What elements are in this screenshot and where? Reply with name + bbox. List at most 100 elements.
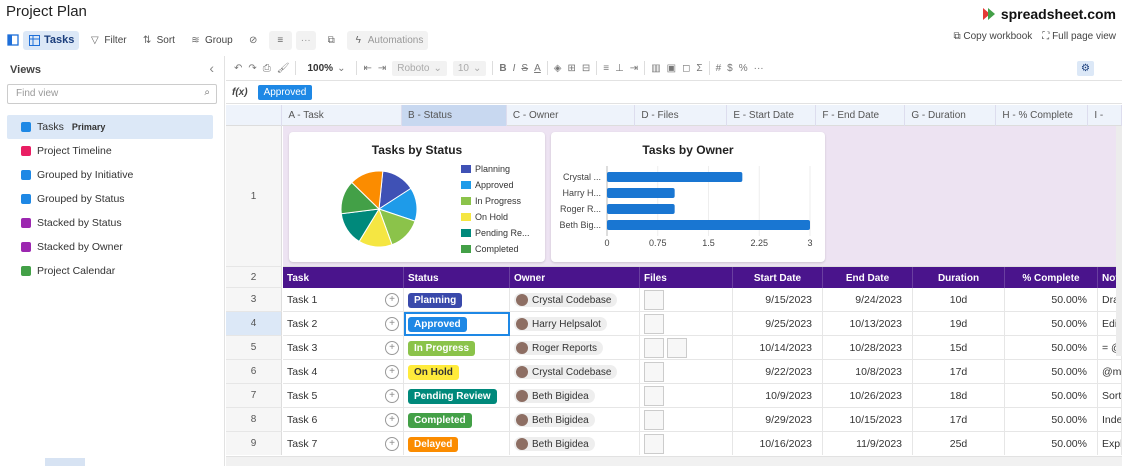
status-cell[interactable]: Completed [404,408,510,432]
view-item[interactable]: Grouped by Initiative [7,163,213,187]
column-header[interactable]: I - [1088,105,1122,126]
header-cell[interactable]: Start Date [733,267,823,289]
table-row[interactable]: Task 1 + Planning Crystal Codebase 9/15/2023… [283,288,1122,312]
start-date-cell[interactable]: 10/14/2023 [733,336,823,360]
start-date-cell[interactable]: 9/22/2023 [733,360,823,384]
column-header[interactable]: D - Files [635,105,728,126]
add-comment-icon[interactable]: + [385,293,399,307]
strikethrough-icon[interactable]: S [521,62,529,74]
percent-complete-cell[interactable]: 50.00% [1005,288,1098,312]
status-cell[interactable]: In Progress [404,336,510,360]
zoom-select[interactable]: 100% ⌄ [302,61,350,76]
row-number[interactable]: 9 [226,432,282,455]
end-date-cell[interactable]: 10/26/2023 [823,384,913,408]
functions-icon[interactable]: Σ [696,62,703,74]
add-comment-icon[interactable]: + [385,317,399,331]
percent-complete-cell[interactable]: 50.00% [1005,336,1098,360]
table-row[interactable]: Task 6 + Completed Beth Bigidea 9/29/2023 10/… [283,408,1122,432]
insert-image-icon[interactable]: ▣ [666,62,677,74]
duration-cell[interactable]: 18d [913,384,1005,408]
files-cell[interactable] [640,432,733,455]
row-number[interactable]: 6 [226,360,282,384]
sidebar-toggle-icon[interactable] [6,34,19,47]
paint-format-icon[interactable]: 🖌 [276,62,290,74]
owner-cell[interactable]: Beth Bigidea [510,408,640,432]
duration-cell[interactable]: 19d [913,312,1005,336]
view-item[interactable]: Grouped by Status [7,187,213,211]
text-color-icon[interactable]: A [534,62,541,74]
currency-icon[interactable]: $ [727,62,733,74]
note-cell[interactable]: Inder [1098,408,1122,432]
valign-icon[interactable]: ⊥ [615,62,624,74]
percent-complete-cell[interactable]: 50.00% [1005,360,1098,384]
increase-indent-icon[interactable]: ⇥ [377,62,387,74]
start-date-cell[interactable]: 9/25/2023 [733,312,823,336]
header-cell[interactable]: Status [404,267,510,289]
owner-cell[interactable]: Crystal Codebase [510,288,640,312]
print-icon[interactable]: ⎙ [262,62,271,74]
hide-fields-button[interactable]: ⊘ [242,31,265,50]
wrap-icon[interactable]: ⇥ [629,62,639,74]
view-item[interactable]: Project Calendar [7,259,213,283]
status-cell[interactable]: Pending Review [404,384,510,408]
table-row[interactable]: Task 7 + Delayed Beth Bigidea 10/16/2023 11/9… [283,432,1122,455]
end-date-cell[interactable]: 10/15/2023 [823,408,913,432]
duration-cell[interactable]: 10d [913,288,1005,312]
undo-icon[interactable]: ↶ [234,62,243,74]
borders-icon[interactable]: ⊞ [567,62,576,74]
status-cell[interactable]: Planning [404,288,510,312]
end-date-cell[interactable]: 10/28/2023 [823,336,913,360]
status-cell[interactable]: Delayed [404,432,510,455]
start-date-cell[interactable]: 9/29/2023 [733,408,823,432]
automations-button[interactable]: ϟ Automations [346,30,429,50]
files-cell[interactable] [640,336,733,360]
duration-cell[interactable]: 17d [913,408,1005,432]
column-header[interactable]: C - Owner [507,105,636,126]
row-number[interactable]: 4 [226,312,282,336]
task-cell[interactable]: Task 7 + [283,432,404,455]
redo-icon[interactable]: ↷ [248,62,257,74]
owner-cell[interactable]: Crystal Codebase [510,360,640,384]
column-header[interactable]: G - Duration [905,105,997,126]
copy-workbook-button[interactable]: ⧉ Copy workbook [953,31,1032,42]
duration-cell[interactable]: 17d [913,360,1005,384]
scrollbar-thumb[interactable] [45,458,85,466]
task-cell[interactable]: Task 4 + [283,360,404,384]
task-cell[interactable]: Task 1 + [283,288,404,312]
add-comment-icon[interactable]: + [385,365,399,379]
more-formats-icon[interactable]: ··· [753,62,764,74]
bold-icon[interactable]: B [499,62,507,74]
note-cell[interactable]: @me [1098,360,1122,384]
note-cell[interactable]: Explo owne [1098,432,1122,455]
owner-cell[interactable]: Beth Bigidea [510,384,640,408]
files-cell[interactable] [640,408,733,432]
merge-icon[interactable]: ⊟ [581,62,591,74]
table-row[interactable]: Task 2 + Approved Harry Helpsalot 9/25/2023 1… [283,312,1122,336]
number-format-icon[interactable]: # [715,62,722,74]
start-date-cell[interactable]: 10/16/2023 [733,432,823,455]
row-number[interactable]: 1 [226,126,282,267]
start-date-cell[interactable]: 10/9/2023 [733,384,823,408]
formula-value[interactable]: Approved [257,85,313,100]
file-thumbnail[interactable] [644,386,664,406]
align-left-icon[interactable]: ≡ [603,62,610,74]
owner-cell[interactable]: Roger Reports [510,336,640,360]
status-chart-card[interactable]: Tasks by Status Planning Approved In Progr… [289,132,545,262]
table-row[interactable]: Task 5 + Pending Review Beth Bigidea 10/9/20… [283,384,1122,408]
sort-button[interactable]: ⇅ Sort [136,31,180,50]
fill-color-icon[interactable]: ◈ [553,62,562,74]
header-cell[interactable]: Task [283,267,404,289]
percent-complete-cell[interactable]: 50.00% [1005,384,1098,408]
status-cell[interactable]: On Hold [404,360,510,384]
percent-complete-cell[interactable]: 50.00% [1005,408,1098,432]
row-height-button[interactable]: ≡ [268,30,292,50]
font-size-select[interactable]: 10 ⌄ [452,60,487,76]
view-item[interactable]: Tasks Primary [7,115,213,139]
owner-chart-card[interactable]: Tasks by Owner 0 0.75 1.5 2.25 3 Crystal ... H… [551,132,825,262]
add-comment-icon[interactable]: + [385,341,399,355]
row-number[interactable]: 3 [226,288,282,312]
settings-icon[interactable]: ⚙ [1077,60,1094,76]
insert-comment-icon[interactable]: ◻ [682,62,691,74]
owner-cell[interactable]: Beth Bigidea [510,432,640,455]
filter-button[interactable]: ▽ Filter [83,31,131,50]
